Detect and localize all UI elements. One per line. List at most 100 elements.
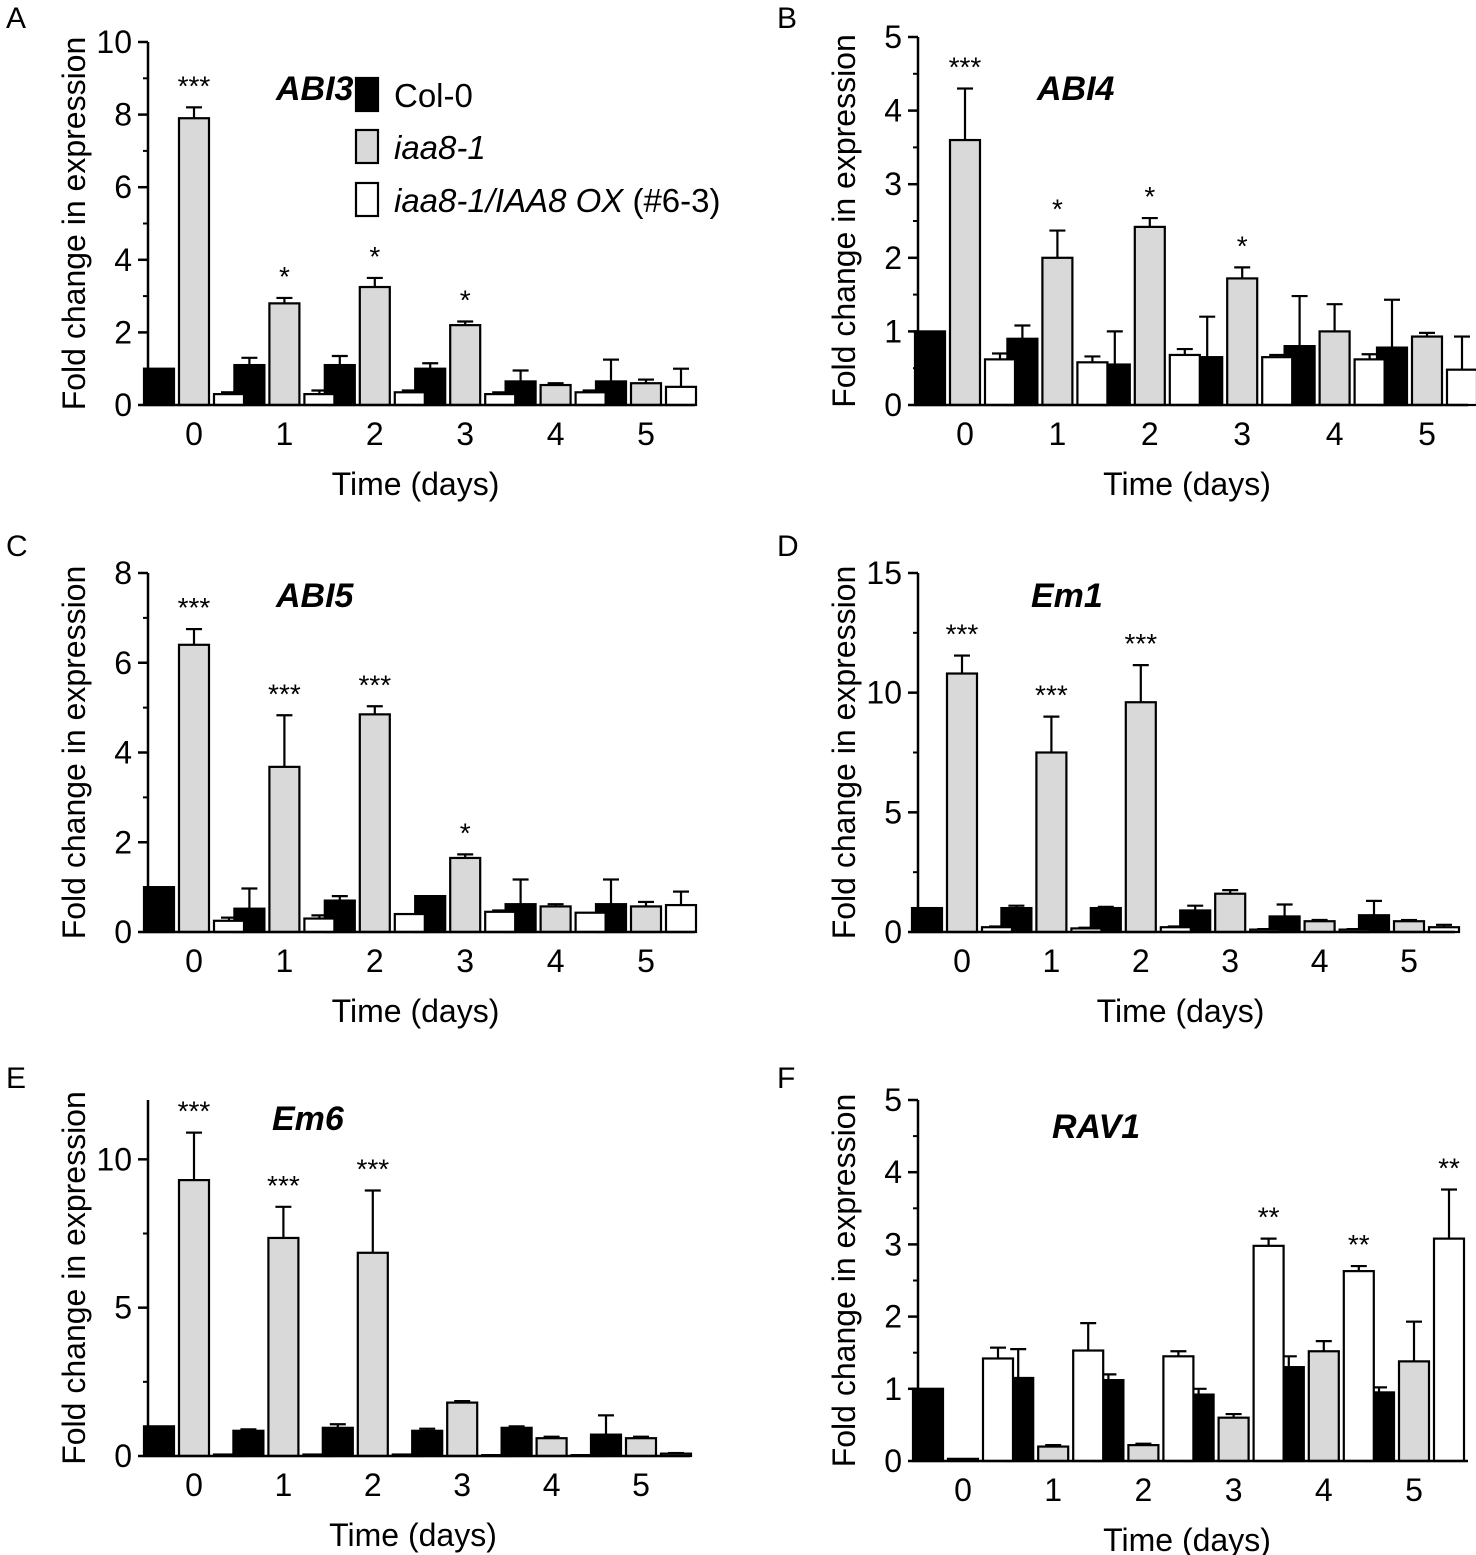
chart-title: Em1 bbox=[1031, 577, 1103, 615]
y-tick-label: 10 bbox=[96, 24, 132, 60]
x-tick-label: 1 bbox=[276, 416, 294, 452]
bar-iaa8-1-day-2 bbox=[1133, 225, 1166, 407]
significance-label: *** bbox=[178, 70, 211, 101]
x-tick-label: 4 bbox=[1326, 416, 1344, 452]
y-tick-label: 0 bbox=[114, 1438, 132, 1474]
y-tick-label: 5 bbox=[114, 1290, 132, 1326]
bar-iaa8-1-day-3 bbox=[446, 1401, 479, 1458]
x-tick-label: 3 bbox=[456, 416, 474, 452]
significance-label: *** bbox=[946, 619, 979, 650]
x-tick-label: 4 bbox=[543, 1467, 561, 1503]
significance-label: *** bbox=[1124, 628, 1157, 659]
x-tick-label: 3 bbox=[456, 943, 474, 979]
bar-iaa8-1-day-1 bbox=[267, 1236, 300, 1458]
bar-iaa8-1-iaa8-ox-6-3-day-1 bbox=[1076, 361, 1109, 407]
bar-iaa8-1-day-4 bbox=[1318, 330, 1351, 407]
bar-iaa8-1-day-1 bbox=[1037, 1445, 1070, 1463]
significance-label: * bbox=[369, 241, 380, 272]
bar-iaa8-1-day-0 bbox=[945, 672, 979, 934]
bar-iaa8-1-iaa8-ox-6-3-day-2 bbox=[1162, 1355, 1195, 1463]
x-tick-label: 2 bbox=[364, 1467, 382, 1503]
significance-label: *** bbox=[358, 669, 391, 700]
y-tick-label: 6 bbox=[114, 645, 132, 681]
y-axis-title: Fold change in expression bbox=[56, 37, 92, 411]
y-tick-label: 2 bbox=[114, 824, 132, 860]
x-tick-label: 3 bbox=[453, 1467, 471, 1503]
bar-iaa8-1-day-3 bbox=[1217, 1416, 1250, 1463]
significance-label: *** bbox=[268, 678, 301, 709]
bar-iaa8-1-day-3 bbox=[449, 856, 482, 934]
significance-label: *** bbox=[178, 592, 211, 623]
significance-label: * bbox=[1144, 181, 1155, 212]
bar-iaa8-1-iaa8-ox-6-3-day-3 bbox=[1252, 1244, 1285, 1463]
x-tick-label: 0 bbox=[954, 1472, 972, 1508]
bar-iaa8-1-iaa8-ox-6-3-day-3 bbox=[484, 910, 517, 934]
bar-iaa8-1-iaa8-ox-6-3-day-2 bbox=[393, 912, 426, 934]
significance-label: ** bbox=[1348, 1229, 1370, 1260]
bar-iaa8-1-iaa8-ox-6-3-day-5 bbox=[664, 385, 698, 407]
bar-iaa8-1-day-2 bbox=[358, 285, 391, 407]
x-tick-label: 2 bbox=[1141, 416, 1159, 452]
bar-iaa8-1-iaa8-ox-6-3-day-0 bbox=[212, 393, 246, 407]
y-tick-label: 0 bbox=[884, 1443, 902, 1479]
panel-letter: D bbox=[777, 530, 799, 563]
legend-swatch-2 bbox=[354, 128, 380, 165]
y-tick-label: 4 bbox=[114, 242, 132, 278]
x-axis-title: Time (days) bbox=[332, 993, 500, 1029]
x-axis-title: Time (days) bbox=[1103, 466, 1271, 502]
bar-iaa8-1-iaa8-ox-6-3-day-3 bbox=[484, 393, 517, 407]
bar-iaa8-1-day-4 bbox=[1307, 1350, 1340, 1463]
y-tick-label: 0 bbox=[114, 914, 132, 950]
legend-label-2: iaa8-1 bbox=[394, 129, 486, 166]
bar-iaa8-1-day-5 bbox=[1392, 920, 1426, 934]
x-tick-label: 2 bbox=[366, 416, 384, 452]
significance-label: *** bbox=[949, 52, 982, 83]
bar-iaa8-1-iaa8-ox-6-3-day-2 bbox=[1168, 353, 1201, 407]
bar-iaa8-1-day-5 bbox=[1397, 1360, 1431, 1463]
x-tick-label: 3 bbox=[1221, 943, 1239, 979]
significance-label: ** bbox=[1258, 1202, 1280, 1233]
bar-iaa8-1-day-0 bbox=[948, 138, 982, 407]
panel-letter: B bbox=[777, 2, 797, 35]
significance-label: * bbox=[460, 285, 471, 316]
y-tick-label: 8 bbox=[114, 97, 132, 133]
chart-panel-f: F RAV1 0 1 2 3 4 5 Fold change in expression ** **… bbox=[777, 1062, 1468, 1555]
y-tick-label: 6 bbox=[114, 169, 132, 205]
x-tick-label: 3 bbox=[1225, 1472, 1243, 1508]
x-tick-label: 4 bbox=[1311, 943, 1329, 979]
significance-label: *** bbox=[178, 1096, 211, 1127]
bar-iaa8-1-day-2 bbox=[358, 713, 391, 934]
x-tick-label: 4 bbox=[547, 416, 565, 452]
bar-col-0-day-2 bbox=[321, 1426, 354, 1458]
panel-letter: E bbox=[6, 1062, 26, 1095]
x-tick-label: 0 bbox=[185, 943, 203, 979]
y-axis-title: Fold change in expression bbox=[826, 34, 862, 408]
bar-iaa8-1-day-0 bbox=[177, 1178, 211, 1458]
bar-iaa8-1-iaa8-ox-6-3-day-5 bbox=[1432, 1237, 1466, 1463]
bar-iaa8-1-iaa8-ox-6-3-day-4 bbox=[1342, 1270, 1375, 1463]
bar-iaa8-1-day-4 bbox=[539, 383, 572, 407]
legend: Col-0 iaa8-1 iaa8-1/IAA8 OX (#6-3) bbox=[354, 76, 721, 219]
x-tick-label: 1 bbox=[1049, 416, 1067, 452]
x-axis-title: Time (days) bbox=[332, 466, 500, 502]
bar-iaa8-1-day-5 bbox=[1410, 335, 1444, 407]
bar-iaa8-1-iaa8-ox-6-3-day-1 bbox=[303, 393, 336, 407]
x-tick-label: 3 bbox=[1233, 416, 1251, 452]
bar-iaa8-1-iaa8-ox-6-3-day-4 bbox=[1353, 358, 1386, 407]
x-tick-label: 5 bbox=[1418, 416, 1436, 452]
x-tick-label: 5 bbox=[632, 1467, 650, 1503]
y-tick-label: 4 bbox=[114, 735, 132, 771]
y-tick-label: 10 bbox=[866, 675, 902, 711]
y-axis-title: Fold change in expression bbox=[56, 566, 92, 940]
bar-iaa8-1-day-2 bbox=[1124, 701, 1157, 934]
x-tick-label: 5 bbox=[637, 416, 655, 452]
significance-label: *** bbox=[267, 1170, 300, 1201]
significance-label: *** bbox=[356, 1153, 389, 1184]
bar-iaa8-1-iaa8-ox-6-3-day-4 bbox=[574, 911, 607, 934]
x-axis-title: Time (days) bbox=[1097, 993, 1265, 1029]
bar-iaa8-1-iaa8-ox-6-3-day-4 bbox=[574, 391, 607, 407]
x-tick-label: 4 bbox=[1315, 1472, 1333, 1508]
